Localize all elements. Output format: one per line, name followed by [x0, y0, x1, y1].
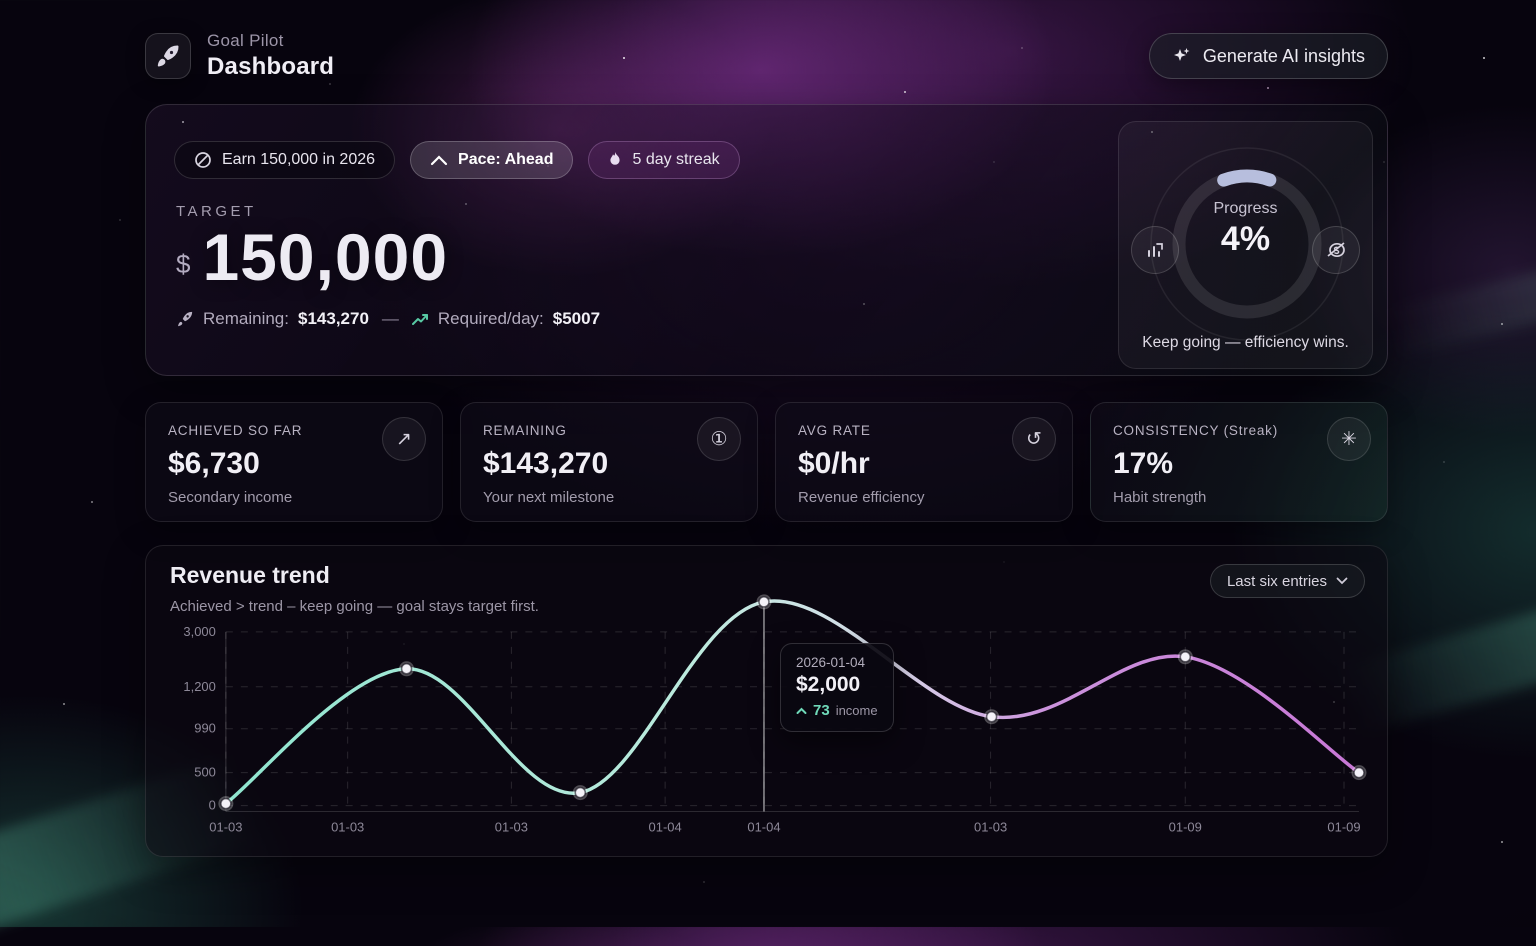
x-tick-label: 01-09 [1327, 820, 1360, 835]
required-value: $5007 [552, 309, 601, 328]
chips-row: Earn 150,000 in 2026 Pace: Ahead 5 day s… [174, 141, 740, 179]
stat-value: $143,270 [483, 447, 609, 480]
chart-bars-badge [1131, 226, 1179, 274]
ai-button-label: Generate AI insights [1202, 45, 1365, 66]
x-tick-label: 01-03 [209, 820, 242, 835]
app-name: Goal Pilot [207, 31, 284, 50]
y-tick-label: 0 [209, 798, 216, 813]
chart-point-6[interactable] [1353, 766, 1365, 779]
x-tick-label: 01-03 [495, 820, 528, 835]
target-icon [194, 151, 212, 169]
y-tick-label: 990 [194, 721, 216, 736]
stat-sublabel: Habit strength [1113, 489, 1207, 506]
rocket-icon [156, 44, 180, 68]
coin-badge [1312, 226, 1360, 274]
chart-point-4[interactable] [985, 710, 998, 723]
remaining-label: Remaining: [203, 309, 289, 328]
stat-sublabel: Revenue efficiency [798, 489, 925, 506]
icon-glyph: ↗ [396, 428, 412, 450]
chevron-up-icon [430, 154, 448, 166]
sparkles-icon [1172, 46, 1192, 66]
remaining-value: $143,270 [298, 309, 369, 328]
coin-icon [1325, 240, 1347, 260]
progress-panel: Progress 4% Keep going — efficiency wins… [1118, 121, 1373, 369]
flame-icon [608, 151, 622, 169]
goal-hero-card: Earn 150,000 in 2026 Pace: Ahead 5 day s… [145, 104, 1388, 376]
stat-sublabel: Your next milestone [483, 489, 615, 506]
page-title: Dashboard [207, 53, 335, 80]
revenue-trend-card: Revenue trend Achieved > trend – keep go… [145, 545, 1388, 857]
y-tick-label: 3,000 [183, 624, 215, 639]
stat-value: $6,730 [168, 447, 260, 480]
app-logo[interactable] [145, 33, 191, 79]
required-label: Required/day: [437, 309, 544, 328]
goal-chip-label: Earn 150,000 in 2026 [222, 151, 376, 168]
x-tick-label: 01-04 [747, 820, 780, 835]
tooltip-change-value: 73 [813, 702, 830, 719]
streak-chip-label: 5 day streak [632, 151, 720, 168]
chart-point-3[interactable] [758, 596, 770, 608]
streak-icon: ✳ [1327, 417, 1371, 461]
stat-value: 17% [1113, 447, 1174, 480]
stat-card-remaining: REMAINING $143,270 Your next milestone ① [460, 402, 758, 522]
currency-symbol: $ [176, 249, 191, 280]
separator: — [381, 309, 399, 328]
chart-point-1[interactable] [400, 663, 413, 675]
target-amount: $ 150,000 [176, 220, 449, 294]
stats-row: ACHIEVED SO FAR $6,730 Secondary income … [145, 402, 1388, 522]
rocket-icon [176, 310, 194, 328]
icon-glyph: ① [710, 428, 728, 450]
x-tick-label: 01-04 [649, 820, 682, 835]
hero-stats-line: Remaining: $143,270 — Required/day: $500… [176, 309, 600, 329]
chart-point-2[interactable] [574, 786, 587, 799]
progress-arc [1172, 169, 1322, 319]
target-label: TARGET [176, 203, 257, 220]
chart-tooltip: 2026-01-04 $2,000 73 income [780, 643, 894, 732]
stat-card-achieved: ACHIEVED SO FAR $6,730 Secondary income … [145, 402, 443, 522]
revenue-chart-svg[interactable]: 3,000 1,200 990 500 0 01-03 01-03 01-03 01-04 01-… [146, 546, 1387, 857]
stat-value: $0/hr [798, 447, 870, 480]
history-icon: ↺ [1012, 417, 1056, 461]
stat-card-consistency: CONSISTENCY (Streak) 17% Habit strength … [1090, 402, 1388, 522]
chevron-up-icon [796, 707, 807, 715]
icon-glyph: ↺ [1026, 428, 1042, 450]
tooltip-value: $2,000 [796, 673, 861, 696]
progress-caption: Keep going — efficiency wins. [1142, 334, 1349, 351]
y-tick-label: 1,200 [183, 679, 215, 694]
target-value: 150,000 [202, 220, 449, 294]
tooltip-date: 2026-01-04 [796, 655, 866, 670]
milestone-one-icon: ① [697, 417, 741, 461]
stat-card-avg-rate: AVG RATE $0/hr Revenue efficiency ↺ [775, 402, 1073, 522]
chart-bars-icon [1145, 240, 1165, 260]
brand: Goal Pilot Dashboard [145, 31, 334, 81]
chart-point-0[interactable] [220, 797, 232, 810]
stat-sublabel: Secondary income [168, 489, 293, 506]
pace-chip: Pace: Ahead [410, 141, 574, 179]
title-stack: Goal Pilot Dashboard [207, 31, 334, 81]
generate-ai-insights-button[interactable]: Generate AI insights [1148, 33, 1388, 79]
x-tick-label: 01-03 [974, 820, 1007, 835]
header: Goal Pilot Dashboard Generate AI insight… [145, 30, 1388, 82]
pace-chip-label: Pace: Ahead [458, 151, 554, 168]
trend-up-icon [411, 313, 429, 326]
tooltip-change-row: 73 income [796, 702, 878, 719]
chart-point-5[interactable] [1179, 651, 1192, 663]
icon-glyph: ✳ [1341, 428, 1357, 450]
tooltip-change-label: income [835, 703, 878, 718]
x-tick-label: 01-09 [1169, 820, 1202, 835]
goal-chip: Earn 150,000 in 2026 [174, 141, 396, 179]
y-tick-label: 500 [194, 765, 216, 780]
streak-chip: 5 day streak [588, 141, 740, 179]
arrow-up-right-icon: ↗ [382, 417, 426, 461]
x-tick-label: 01-03 [331, 820, 364, 835]
